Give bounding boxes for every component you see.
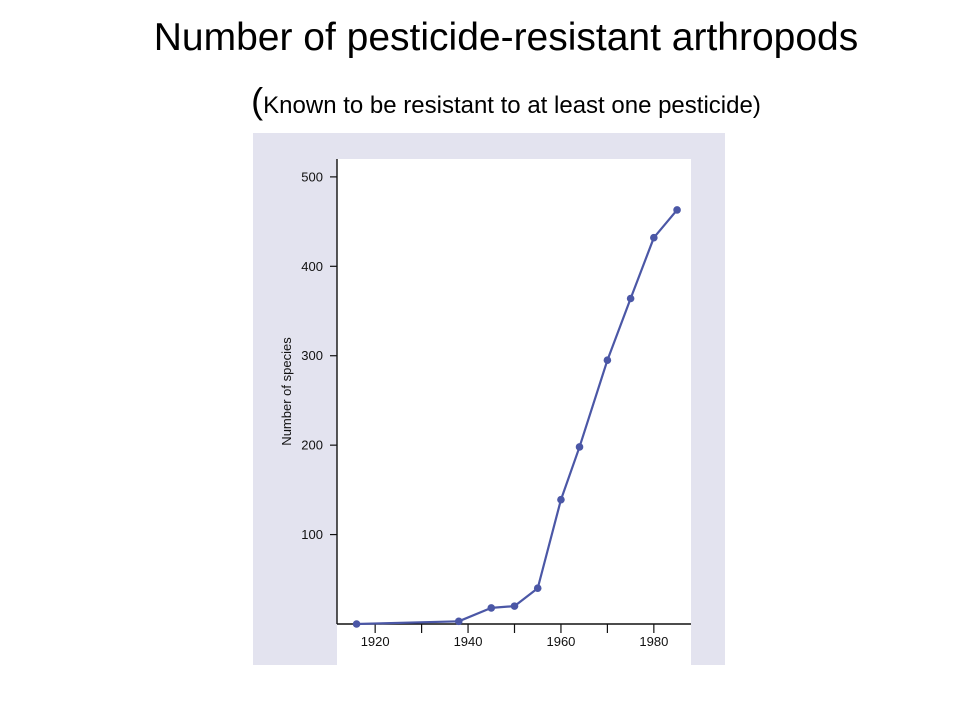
chart-panel: 100 200 300 400 500 1920 1940 1960 1980 Number of… xyxy=(253,133,725,665)
data-point xyxy=(626,294,635,303)
data-point xyxy=(510,602,519,610)
data-point xyxy=(454,617,463,626)
y-tick-label: 500 xyxy=(301,169,323,184)
y-tick-label: 300 xyxy=(301,348,323,363)
data-point xyxy=(352,620,361,628)
subtitle-close-paren: ) xyxy=(752,92,761,119)
data-point xyxy=(557,495,565,504)
data-point xyxy=(487,604,496,612)
x-tick-label: 1940 xyxy=(454,634,483,649)
series-layer xyxy=(352,206,681,628)
slide-title: Number of pesticide-resistant arthropods xyxy=(153,16,859,59)
x-tick-label: 1980 xyxy=(639,634,668,649)
resistance-line-chart: 100 200 300 400 500 1920 1940 1960 1980 Number of… xyxy=(279,159,691,665)
data-point xyxy=(650,233,658,242)
subtitle-text: Known to be resistant to at least one pe… xyxy=(263,92,753,119)
data-point xyxy=(533,584,542,593)
y-tick-label: 400 xyxy=(301,259,323,274)
data-point xyxy=(673,206,681,214)
x-tick-label: 1920 xyxy=(361,634,390,649)
plot-area xyxy=(337,159,691,665)
subtitle-open-paren: ( xyxy=(251,80,264,121)
y-tick-label: 200 xyxy=(301,438,323,453)
x-tick-label: 1960 xyxy=(546,634,575,649)
y-tick-label: 100 xyxy=(301,527,323,542)
data-point xyxy=(603,356,612,365)
chart-ticks: 100 200 300 400 500 1920 1940 1960 1980 Number of… xyxy=(279,169,668,649)
y-axis-title: Number of species xyxy=(279,337,294,446)
slide-subtitle: (Known to be resistant to at least one p… xyxy=(0,76,960,134)
data-point xyxy=(575,443,584,451)
